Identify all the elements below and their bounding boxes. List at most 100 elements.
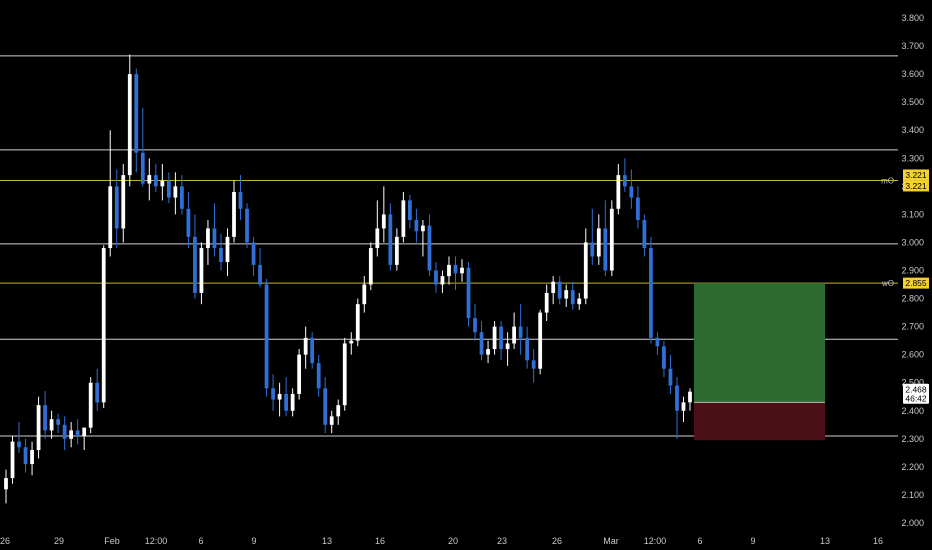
- candle-body-88: [577, 298, 582, 305]
- candle-body-44: [290, 393, 295, 411]
- time-tick-0: 26: [0, 536, 10, 546]
- time-tick-15: 13: [820, 536, 830, 546]
- candle-body-57: [375, 228, 380, 249]
- price-tick-14: 2.400: [901, 406, 924, 416]
- candle-body-41: [271, 388, 275, 400]
- level-badge-text-5-1: 3.221: [905, 181, 927, 191]
- candle-body-94: [616, 175, 621, 209]
- last-price-countdown: 46:42: [905, 394, 927, 404]
- candle-body-31: [206, 228, 210, 249]
- level-label-5: mO: [881, 176, 894, 185]
- price-tick-2: 3.600: [901, 69, 924, 79]
- candle-body-63: [414, 220, 419, 232]
- last-price-value: 2.468: [905, 385, 927, 395]
- candle-body-73: [479, 332, 484, 355]
- candle-body-103: [675, 385, 679, 411]
- candle-body-25: [166, 180, 171, 198]
- candle-body-16: [108, 186, 113, 249]
- time-axis[interactable]: 26 29 Feb 12:00 6 9 13 16 20 23 26 Mar 12:00 6 9 13 16: [0, 536, 883, 546]
- candle-body-65: [427, 225, 432, 271]
- price-tick-10: 2.800: [901, 294, 924, 304]
- candle-body-72: [473, 318, 477, 333]
- price-axis[interactable]: 3.8003.7003.6003.5003.4003.3003.2003.100…: [901, 13, 924, 528]
- candle-body-97: [635, 197, 640, 221]
- candle-body-28: [186, 208, 191, 237]
- candle-body-101: [662, 346, 666, 369]
- candle-body-104: [681, 402, 686, 411]
- candle-body-83: [544, 292, 549, 313]
- price-tick-13: 2.500: [901, 378, 924, 388]
- candle-body-49: [323, 388, 328, 425]
- candle-body-51: [336, 405, 341, 417]
- candle-body-59: [388, 214, 393, 265]
- candle-body-24: [160, 180, 165, 187]
- candle-body-29: [193, 236, 197, 293]
- candle-body-84: [551, 281, 556, 293]
- price-tick-4: 3.400: [901, 125, 924, 135]
- time-tick-10: 26: [552, 536, 562, 546]
- candle-body-36: [238, 191, 243, 209]
- candle-body-93: [609, 208, 614, 271]
- candle-body-27: [179, 186, 184, 209]
- loss-zone[interactable]: [694, 402, 825, 441]
- candle-body-26: [173, 186, 178, 198]
- candle-body-52: [342, 343, 347, 406]
- profit-zone[interactable]: [694, 283, 825, 403]
- candle-body-56: [368, 248, 373, 285]
- candle-body-80: [525, 337, 530, 361]
- candle-body-15: [101, 248, 106, 403]
- price-tick-0: 3.800: [901, 13, 924, 23]
- candle-body-33: [219, 248, 223, 263]
- level-badge-5-0: [903, 169, 929, 181]
- candle-body-7: [49, 419, 54, 431]
- candle-body-66: [434, 270, 438, 285]
- candle-body-6: [43, 405, 47, 431]
- candle-body-99: [649, 248, 653, 338]
- candle-body-9: [62, 424, 67, 439]
- candle-body-85: [557, 281, 562, 299]
- candle-body-0: [4, 478, 8, 490]
- candle-body-90: [590, 242, 595, 257]
- candle-body-39: [258, 264, 262, 285]
- candle-body-100: [655, 337, 660, 347]
- candle-body-70: [460, 267, 464, 274]
- candle-body-11: [75, 430, 80, 437]
- level-badge-text-6-0: 2.855: [905, 278, 927, 288]
- price-tick-3: 3.500: [901, 97, 924, 107]
- candle-body-98: [642, 220, 647, 249]
- candle-body-75: [492, 326, 497, 350]
- candle-body-43: [284, 393, 289, 411]
- candle-body-8: [56, 419, 61, 425]
- long-position-tool[interactable]: [694, 283, 825, 441]
- candle-body-45: [297, 354, 302, 394]
- candle-body-64: [421, 225, 425, 232]
- candle-body-22: [147, 175, 152, 184]
- candle-body-3: [23, 447, 28, 465]
- time-tick-7: 16: [375, 536, 385, 546]
- time-tick-14: 9: [750, 536, 755, 546]
- candle-body-18: [121, 175, 126, 229]
- candles: [4, 54, 692, 504]
- candle-body-87: [570, 290, 575, 305]
- price-tick-1: 3.700: [901, 41, 924, 51]
- candle-body-17: [114, 186, 119, 229]
- candle-body-76: [499, 326, 503, 350]
- candle-body-58: [381, 214, 386, 229]
- candle-body-4: [30, 450, 34, 465]
- candle-body-95: [622, 175, 627, 187]
- candle-body-34: [225, 236, 230, 263]
- price-tick-9: 2.900: [901, 266, 924, 276]
- candle-body-42: [277, 393, 282, 400]
- time-tick-6: 13: [322, 536, 332, 546]
- candle-body-91: [596, 228, 601, 257]
- price-tick-12: 2.600: [901, 350, 924, 360]
- price-tick-17: 2.100: [901, 490, 924, 500]
- time-tick-8: 20: [448, 536, 458, 546]
- candle-body-35: [232, 191, 236, 237]
- candle-body-68: [447, 264, 451, 277]
- candle-body-89: [583, 242, 588, 299]
- candle-body-86: [564, 290, 569, 299]
- candle-body-53: [349, 340, 354, 344]
